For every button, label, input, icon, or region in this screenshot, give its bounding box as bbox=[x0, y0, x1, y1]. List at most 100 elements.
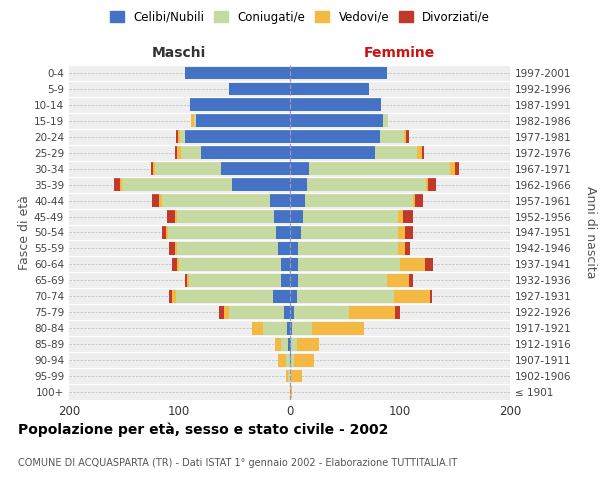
Bar bbox=[160, 194, 161, 207]
Bar bbox=[196, 114, 290, 127]
Bar bbox=[185, 274, 187, 286]
Bar bbox=[169, 242, 175, 255]
Text: COMUNE DI ACQUASPARTA (TR) - Dati ISTAT 1° gennaio 2002 - Elaborazione TUTTITALI: COMUNE DI ACQUASPARTA (TR) - Dati ISTAT … bbox=[18, 458, 457, 468]
Bar bbox=[298, 258, 400, 271]
Bar bbox=[405, 242, 410, 255]
Bar bbox=[122, 178, 232, 191]
Bar bbox=[221, 162, 290, 175]
Bar bbox=[194, 114, 196, 127]
Bar bbox=[290, 130, 380, 143]
Bar bbox=[286, 370, 289, 382]
Bar bbox=[455, 162, 459, 175]
Bar bbox=[290, 66, 386, 80]
Bar bbox=[376, 146, 418, 159]
Bar bbox=[179, 258, 281, 271]
Bar bbox=[294, 306, 349, 318]
Bar bbox=[290, 306, 294, 318]
Bar bbox=[177, 146, 181, 159]
Text: Popolazione per età, sesso e stato civile - 2002: Popolazione per età, sesso e stato civil… bbox=[18, 422, 388, 437]
Bar bbox=[398, 226, 405, 239]
Bar bbox=[311, 322, 364, 334]
Bar bbox=[263, 322, 287, 334]
Bar bbox=[175, 146, 177, 159]
Bar bbox=[290, 226, 301, 239]
Bar bbox=[151, 162, 153, 175]
Bar bbox=[290, 82, 369, 96]
Bar bbox=[386, 274, 409, 286]
Bar bbox=[403, 210, 413, 223]
Bar bbox=[273, 290, 290, 302]
Bar bbox=[290, 242, 298, 255]
Bar bbox=[409, 274, 413, 286]
Bar bbox=[451, 162, 455, 175]
Bar bbox=[290, 194, 305, 207]
Bar bbox=[290, 386, 292, 398]
Bar bbox=[181, 130, 185, 143]
Bar bbox=[395, 306, 400, 318]
Bar bbox=[161, 194, 269, 207]
Bar bbox=[290, 162, 310, 175]
Bar bbox=[400, 258, 425, 271]
Bar bbox=[290, 370, 302, 382]
Bar bbox=[292, 322, 311, 334]
Bar bbox=[168, 226, 276, 239]
Bar bbox=[290, 322, 292, 334]
Bar bbox=[406, 130, 409, 143]
Bar bbox=[181, 146, 202, 159]
Bar bbox=[155, 162, 221, 175]
Bar bbox=[281, 274, 290, 286]
Bar bbox=[297, 338, 319, 350]
Bar bbox=[290, 290, 297, 302]
Bar bbox=[413, 194, 415, 207]
Legend: Celibi/Nubili, Coniugati/e, Vedovi/e, Divorziati/e: Celibi/Nubili, Coniugati/e, Vedovi/e, Di… bbox=[105, 6, 495, 28]
Text: Femmine: Femmine bbox=[364, 46, 436, 60]
Bar bbox=[274, 210, 290, 223]
Bar bbox=[229, 306, 284, 318]
Bar bbox=[232, 178, 290, 191]
Bar bbox=[398, 242, 405, 255]
Bar bbox=[191, 114, 194, 127]
Bar bbox=[418, 146, 422, 159]
Bar bbox=[422, 146, 424, 159]
Bar bbox=[202, 146, 290, 159]
Bar bbox=[405, 226, 413, 239]
Bar bbox=[229, 82, 290, 96]
Bar bbox=[284, 306, 290, 318]
Bar bbox=[224, 306, 229, 318]
Bar bbox=[298, 274, 386, 286]
Bar bbox=[426, 178, 428, 191]
Bar bbox=[415, 194, 423, 207]
Bar bbox=[297, 290, 394, 302]
Bar bbox=[275, 338, 281, 350]
Bar bbox=[290, 338, 297, 350]
Bar bbox=[290, 98, 381, 112]
Bar bbox=[167, 210, 175, 223]
Bar bbox=[290, 178, 307, 191]
Bar bbox=[161, 226, 166, 239]
Bar bbox=[289, 338, 290, 350]
Text: Maschi: Maschi bbox=[152, 46, 206, 60]
Bar bbox=[303, 210, 398, 223]
Bar bbox=[176, 290, 273, 302]
Bar bbox=[169, 290, 172, 302]
Bar bbox=[290, 258, 298, 271]
Bar bbox=[425, 258, 433, 271]
Bar bbox=[177, 242, 278, 255]
Bar bbox=[172, 258, 177, 271]
Bar bbox=[175, 242, 177, 255]
Bar bbox=[281, 338, 289, 350]
Bar bbox=[176, 130, 178, 143]
Bar bbox=[120, 178, 122, 191]
Bar bbox=[394, 290, 430, 302]
Bar bbox=[166, 226, 168, 239]
Bar bbox=[301, 226, 398, 239]
Bar bbox=[290, 274, 298, 286]
Bar bbox=[114, 178, 120, 191]
Bar bbox=[289, 370, 290, 382]
Bar bbox=[177, 210, 274, 223]
Bar bbox=[278, 354, 286, 366]
Bar bbox=[286, 354, 290, 366]
Bar bbox=[189, 274, 281, 286]
Bar bbox=[380, 130, 404, 143]
Bar bbox=[404, 130, 406, 143]
